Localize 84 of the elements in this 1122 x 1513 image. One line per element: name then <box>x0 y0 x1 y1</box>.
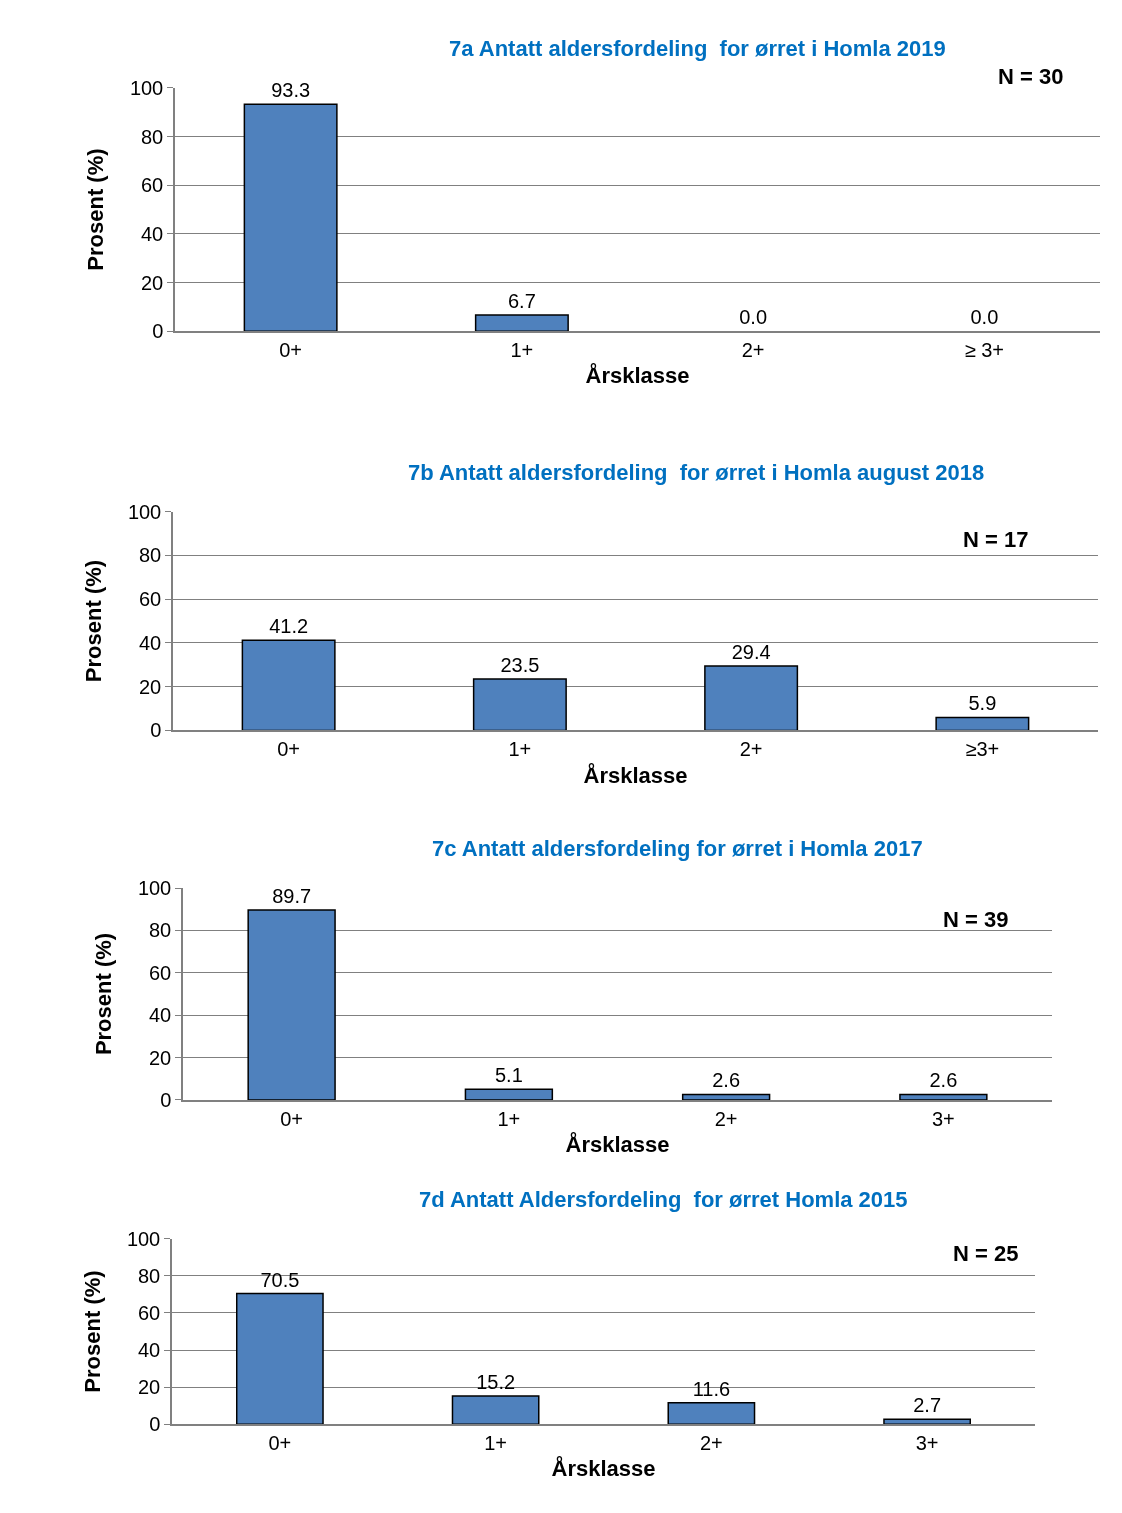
y-tick-label: 20 <box>141 271 164 294</box>
y-tick-label: 80 <box>149 919 172 942</box>
y-axis-title: Prosent (%) <box>83 148 109 271</box>
y-tick-label: 0 <box>149 1413 161 1436</box>
x-tick-label: 2+ <box>714 1107 738 1130</box>
x-tick-label: 3+ <box>931 1107 955 1130</box>
bar <box>883 1418 972 1425</box>
chart-title: 7a Antatt aldersfordeling for ørret i Homla 2019 <box>449 36 946 61</box>
y-tick-label: 20 <box>149 1046 172 1069</box>
data-label: 2.6 <box>929 1069 958 1092</box>
chart-title: 7b Antatt aldersfordeling for ørret i Homla august 2018 <box>408 460 985 485</box>
y-tick-label: 20 <box>138 1376 161 1399</box>
bar <box>235 1292 324 1425</box>
y-tick-label: 0 <box>150 719 162 742</box>
chart-title: 7d Antatt Aldersfordeling for ørret Homla 2015 <box>419 1187 908 1212</box>
y-tick-label: 100 <box>127 500 162 523</box>
annotation: N = 39 <box>943 907 1009 932</box>
y-tick-label: 60 <box>149 961 172 984</box>
y-tick-label: 100 <box>137 877 172 900</box>
x-tick-label: 2+ <box>741 339 765 362</box>
x-axis-title: Årsklasse <box>565 1131 670 1158</box>
bar <box>899 1093 988 1100</box>
x-axis-title: Årsklasse <box>583 761 688 788</box>
x-tick-label: 2+ <box>739 738 763 761</box>
bar <box>464 1088 554 1100</box>
x-tick-label: 0+ <box>280 1107 304 1130</box>
data-label: 15.2 <box>476 1370 516 1393</box>
y-tick-label: 60 <box>141 174 164 197</box>
y-axis-title: Prosent (%) <box>91 932 117 1056</box>
x-tick-label: 3+ <box>915 1431 939 1454</box>
x-tick-label: ≥3+ <box>965 738 1000 761</box>
data-label: 93.3 <box>271 79 311 102</box>
y-tick-label: 0 <box>160 1088 172 1111</box>
data-label: 6.7 <box>507 289 536 312</box>
y-tick-label: 40 <box>138 1339 161 1362</box>
x-tick-label: 0+ <box>268 1431 292 1454</box>
x-tick-label: 1+ <box>497 1107 521 1130</box>
bar <box>667 1401 756 1425</box>
x-axis-title: Årsklasse <box>585 362 690 389</box>
bar <box>247 909 336 1100</box>
y-tick-label: 80 <box>138 1264 161 1287</box>
bar <box>935 716 1030 731</box>
x-tick-label: 0+ <box>279 339 303 362</box>
data-label: 41.2 <box>269 615 309 638</box>
x-tick-label: 0+ <box>277 738 301 761</box>
x-tick-label: 1+ <box>508 738 532 761</box>
data-label: 89.7 <box>272 884 312 907</box>
y-tick-label: 60 <box>139 588 162 611</box>
y-axis-title: Prosent (%) <box>80 1270 106 1393</box>
data-label: 0.0 <box>739 306 768 329</box>
data-label: 11.6 <box>692 1377 731 1400</box>
data-label: 5.9 <box>968 692 997 715</box>
data-label: 23.5 <box>500 653 540 676</box>
y-tick-label: 60 <box>138 1301 161 1324</box>
y-tick-label: 40 <box>139 631 162 654</box>
y-tick-label: 100 <box>126 1227 161 1250</box>
bar <box>681 1093 771 1100</box>
data-label: 2.6 <box>712 1069 741 1092</box>
chart-title: 7c Antatt aldersfordeling for ørret i Homla 2017 <box>432 836 923 861</box>
data-label: 0.0 <box>970 306 999 329</box>
annotation: N = 25 <box>953 1241 1019 1266</box>
y-tick-label: 40 <box>141 222 164 245</box>
data-label: 70.5 <box>260 1268 300 1291</box>
x-tick-label: 1+ <box>510 339 534 362</box>
data-label: 29.4 <box>731 641 771 664</box>
x-tick-label: 2+ <box>699 1431 723 1454</box>
y-tick-label: 0 <box>152 320 164 343</box>
x-tick-label: ≥ 3+ <box>964 339 1005 362</box>
bar <box>241 639 336 731</box>
y-tick-label: 80 <box>141 125 164 148</box>
bar <box>704 665 799 731</box>
y-tick-label: 100 <box>129 76 164 99</box>
bar <box>451 1395 540 1425</box>
x-tick-label: 1+ <box>484 1431 508 1454</box>
y-tick-label: 40 <box>149 1004 172 1027</box>
data-label: 5.1 <box>494 1064 523 1087</box>
annotation: N = 17 <box>963 527 1029 552</box>
data-label: 2.7 <box>913 1394 942 1417</box>
y-tick-label: 80 <box>139 544 162 567</box>
x-axis-title: Årsklasse <box>551 1455 656 1482</box>
annotation: N = 30 <box>998 64 1064 89</box>
y-axis-title: Prosent (%) <box>81 559 107 683</box>
y-tick-label: 20 <box>139 675 162 698</box>
bar <box>472 678 567 731</box>
